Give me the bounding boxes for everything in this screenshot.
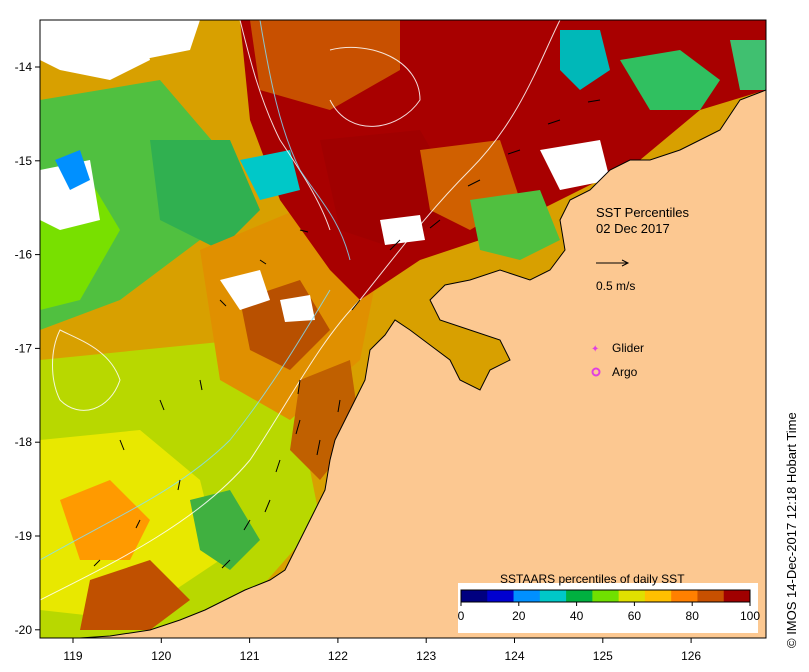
colorbar-tick-label: 60 bbox=[628, 609, 642, 623]
lat-tick-label: -14 bbox=[15, 60, 33, 74]
colorbar-cell bbox=[461, 590, 488, 602]
argo-legend-label: Argo bbox=[612, 365, 638, 379]
vector-scale-label: 0.5 m/s bbox=[596, 279, 635, 293]
current-vectors bbox=[93, 99, 601, 569]
scale-vector bbox=[596, 259, 630, 267]
colorbar-tick-labels: 0 20 40 60 80 100 bbox=[458, 602, 760, 623]
lat-tick-label: -15 bbox=[15, 154, 33, 168]
colorbar-cell bbox=[592, 590, 620, 602]
glider-marker-icon: ✦ bbox=[591, 344, 599, 355]
bathymetry-contours-cyan bbox=[40, 20, 351, 561]
lon-tick-label: 120 bbox=[151, 649, 171, 663]
lon-tick-label: 122 bbox=[328, 649, 348, 663]
colorbar-cell bbox=[513, 590, 541, 602]
colorbar-tick-label: 80 bbox=[686, 609, 700, 623]
colorbar-cell bbox=[644, 590, 672, 602]
coastline bbox=[79, 89, 766, 638]
colorbar-cell bbox=[566, 590, 593, 602]
colorbar-cell bbox=[618, 590, 646, 602]
lat-tick-label: -20 bbox=[15, 623, 33, 637]
bathymetry-contours bbox=[40, 20, 561, 601]
lat-tick-label: -19 bbox=[15, 529, 33, 543]
colorbar-cell bbox=[539, 590, 567, 602]
lon-tick-label: 123 bbox=[416, 649, 436, 663]
colorbar-tick-label: 20 bbox=[512, 609, 526, 623]
lon-tick-label: 121 bbox=[240, 649, 260, 663]
lat-tick-label: -16 bbox=[15, 248, 33, 262]
lat-tick-label: -17 bbox=[15, 341, 33, 355]
glider-legend-label: Glider bbox=[612, 341, 644, 355]
map-title: SST Percentiles bbox=[596, 205, 689, 220]
colorbar-cell bbox=[671, 590, 698, 602]
latitude-tick-labels: -14 -15 -16 -17 -18 -19 -20 bbox=[15, 60, 40, 637]
colorbar-cell bbox=[723, 590, 751, 602]
lon-tick-label: 125 bbox=[593, 649, 613, 663]
land-mass bbox=[80, 90, 766, 638]
lon-tick-label: 124 bbox=[504, 649, 524, 663]
colorbar-tick-label: 40 bbox=[570, 609, 584, 623]
colorbar-cell bbox=[487, 590, 515, 602]
colorbar-cells bbox=[461, 590, 751, 602]
argo-marker-icon bbox=[591, 367, 601, 377]
map-date: 02 Dec 2017 bbox=[596, 221, 670, 236]
lon-tick-label: 126 bbox=[681, 649, 701, 663]
credit-text: © IMOS 14-Dec-2017 12:18 Hobart Time bbox=[784, 412, 799, 648]
colorbar-title: SSTAARS percentiles of daily SST bbox=[500, 572, 685, 586]
colorbar-tick-label: 100 bbox=[740, 609, 760, 623]
colorbar-cell bbox=[697, 590, 725, 602]
colorbar-tick-label: 0 bbox=[458, 609, 465, 623]
colorbar: SSTAARS percentiles of daily SST 0 20 40 60… bbox=[458, 572, 760, 633]
lat-tick-label: -18 bbox=[15, 435, 33, 449]
lon-tick-label: 119 bbox=[63, 649, 82, 663]
longitude-tick-labels: 119 120 121 122 123 124 125 126 bbox=[63, 638, 701, 663]
